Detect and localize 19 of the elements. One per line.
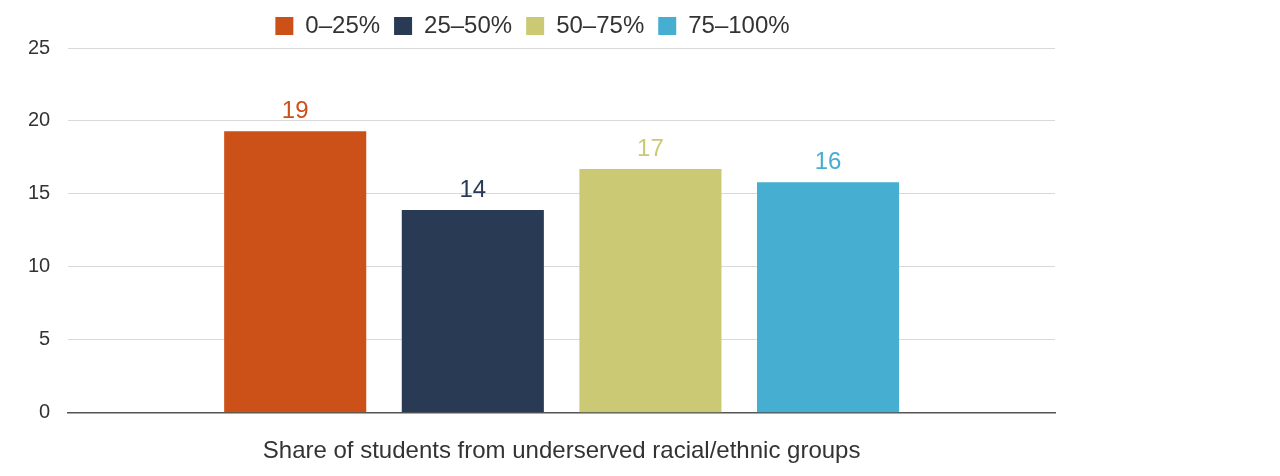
data-label: 17 — [637, 133, 664, 161]
y-tick-label: 0 — [39, 400, 51, 423]
y-tick-label: 15 — [28, 181, 51, 204]
bar — [757, 182, 900, 413]
data-label: 16 — [814, 146, 842, 174]
data-label: 14 — [459, 174, 487, 202]
bar — [224, 131, 367, 413]
bar — [401, 209, 544, 413]
legend-label: 0–25% — [305, 10, 381, 38]
legend-label: 75–100% — [688, 10, 790, 38]
y-tick-label: 20 — [28, 108, 51, 131]
x-axis-title: Share of students from underserved racial/ethnic groups — [262, 436, 861, 464]
legend-label: 50–75% — [556, 10, 645, 38]
y-tick-label: 25 — [28, 35, 51, 58]
bar — [579, 169, 722, 413]
y-tick-label: 10 — [28, 254, 51, 277]
y-tick-label: 5 — [39, 327, 51, 350]
legend-label: 25–50% — [424, 10, 513, 38]
data-label: 19 — [281, 95, 309, 123]
